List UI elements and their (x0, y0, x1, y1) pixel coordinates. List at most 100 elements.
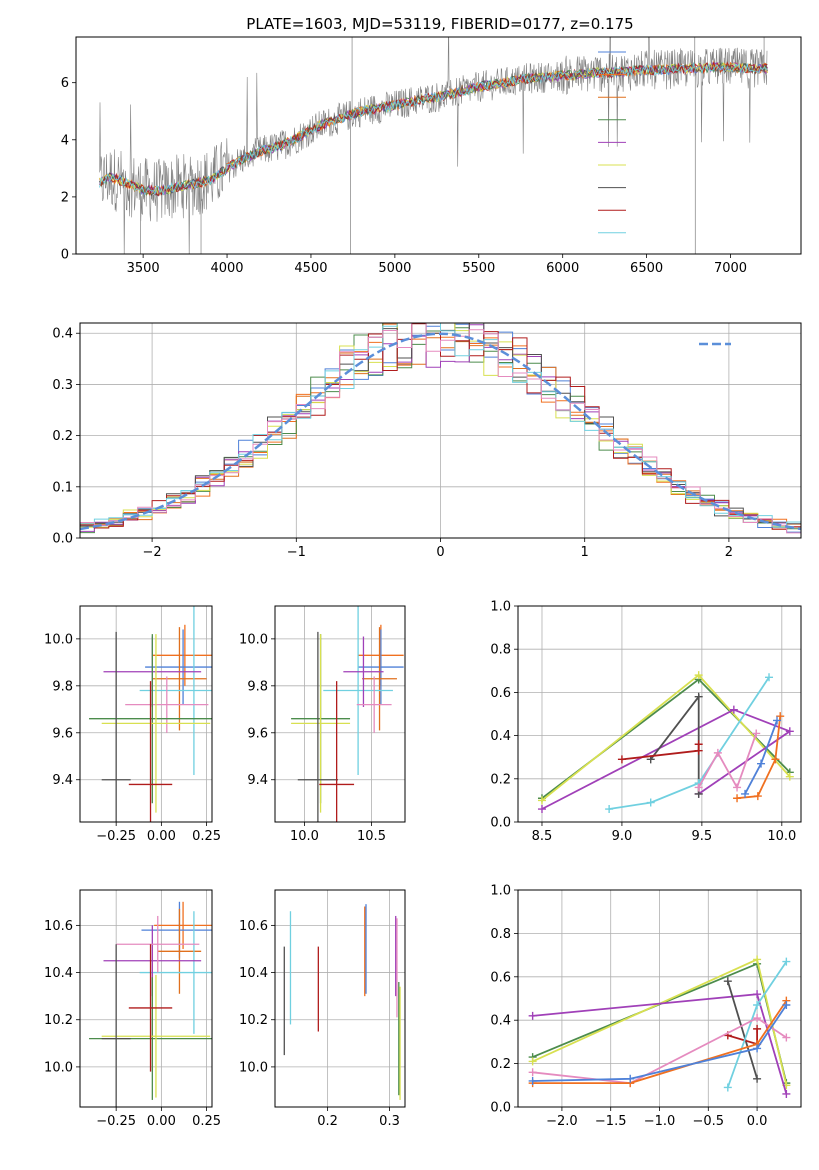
y-tick-label: 0.8 (490, 643, 511, 658)
y-tick-label: 1.0 (490, 600, 511, 615)
x-tick-label: −1.0 (644, 1114, 676, 1129)
weight-marker (528, 1057, 537, 1066)
y-tick-label: 0.2 (490, 772, 511, 787)
x-tick-label: 8.5 (532, 829, 553, 844)
observed-spectrum (99, 37, 768, 254)
y-tick-label: 4 (61, 133, 69, 148)
y-tick-label: 9.4 (247, 773, 268, 788)
x-tick-label: 5000 (378, 261, 411, 276)
x-tick-label: 0 (436, 545, 444, 560)
y-tick-label: 10.0 (239, 1060, 268, 1075)
weight-marker (605, 805, 614, 814)
axes-frame (79, 605, 213, 823)
y-tick-label: 0.2 (490, 1057, 511, 1072)
y-tick-label: 9.4 (52, 773, 73, 788)
weight-marker (757, 759, 766, 768)
x-tick-label: 0.25 (192, 829, 221, 844)
weight-marker (765, 673, 774, 682)
weight-marker (729, 705, 738, 714)
weight-marker (785, 727, 794, 736)
y-tick-label: 9.6 (247, 726, 268, 741)
weight-marker (723, 1083, 732, 1092)
y-tick-label: 9.8 (247, 679, 268, 694)
age_vs_Z-axes: −0.25 0.00 0.25 9.4 9.6 9.8 10.0 (44, 605, 221, 844)
mass_vs_Z-plot-area (89, 901, 212, 1107)
y-tick-label: 10.0 (44, 632, 73, 647)
weight-marker (753, 1014, 762, 1023)
weight-marker (617, 755, 626, 764)
weight-marker (528, 1076, 537, 1085)
weight-marker (752, 729, 761, 738)
spectrum-axes: 3500 4000 4500 5000 5500 6000 6500 7000 0 2 4 6 (61, 36, 802, 276)
x-tick-label: 0.2 (317, 1114, 338, 1129)
mass_vs_EBV-axes: 0.2 0.3 10.0 10.2 10.4 10.6 (239, 889, 406, 1129)
x-tick-label: 10.0 (290, 829, 319, 844)
weight-marker (626, 1074, 635, 1083)
y-tick-label: 10.6 (239, 919, 268, 934)
plot-layer: 3500 4000 4500 5000 5500 6000 6500 7000 0 2 4 6 −2 −1… (44, 36, 802, 1129)
weight-line (532, 1004, 788, 1082)
weight-line (541, 708, 792, 810)
residuals-plot-area (80, 323, 801, 534)
x-tick-label: −2.0 (546, 1114, 578, 1129)
y-tick-label: 0.4 (52, 327, 73, 342)
weight_vs_Z-axes: −2.0 −1.5 −1.0 −0.5 0.0 0.0 0.2 0.4 0.6 0.8 1.0 (490, 884, 802, 1129)
x-tick-label: 2 (725, 545, 733, 560)
residuals-axes: −2 −1 0 1 2 0.0 0.1 0.2 0.3 0.4 (52, 322, 802, 560)
weight_vs_age-plot-area (537, 671, 794, 814)
weight-marker (753, 990, 762, 999)
spectrum-legend (598, 51, 626, 234)
y-tick-label: 0.0 (52, 532, 73, 547)
weight-marker (694, 740, 703, 749)
x-tick-label: 10.0 (767, 829, 796, 844)
weight_vs_age-axes: 8.5 9.0 9.5 10.0 0.0 0.2 0.4 0.6 0.8 1.0 (490, 600, 802, 844)
x-tick-label: −0.25 (96, 829, 136, 844)
x-tick-label: −1.5 (595, 1114, 627, 1129)
weight-marker (694, 671, 703, 680)
y-tick-label: 0.1 (52, 480, 73, 495)
mass_vs_Z-axes: −0.25 0.00 0.25 10.0 10.2 10.4 10.6 (44, 889, 221, 1129)
y-tick-label: 9.6 (52, 726, 73, 741)
weight-marker (753, 955, 762, 964)
mass_vs_EBV-plot-area (283, 904, 401, 1100)
weight-line (541, 673, 791, 802)
y-tick-label: 0.4 (490, 1014, 511, 1029)
x-tick-label: 7000 (714, 261, 747, 276)
y-tick-label: 0.6 (490, 686, 511, 701)
weight-line (736, 716, 782, 800)
axes-frame (79, 889, 213, 1108)
weight-line (697, 733, 758, 790)
x-tick-label: 6000 (546, 261, 579, 276)
age_vs_mass-axes: 10.0 10.5 9.4 9.6 9.8 10.0 (239, 605, 406, 844)
weight-marker (537, 796, 546, 805)
age_vs_Z-plot-area (89, 606, 212, 822)
weight-marker (776, 712, 785, 721)
model-spectrum (99, 61, 768, 196)
weight-line (608, 676, 770, 810)
x-tick-label: −1 (287, 545, 306, 560)
x-tick-label: −2 (143, 545, 162, 560)
weight-marker (723, 977, 732, 986)
model-spectrum (99, 61, 768, 197)
weight-marker (528, 1068, 537, 1077)
y-tick-label: 10.2 (239, 1013, 268, 1028)
y-tick-label: 9.8 (52, 679, 73, 694)
weight-marker (753, 1024, 762, 1033)
y-tick-label: 1.0 (490, 884, 511, 899)
spectrum-plot-area (99, 37, 768, 254)
y-tick-label: 0.0 (490, 816, 511, 831)
y-tick-label: 0.0 (490, 1101, 511, 1116)
weight-marker (753, 1074, 762, 1083)
x-tick-label: 0.00 (147, 1114, 176, 1129)
weight-marker (782, 957, 791, 966)
weight-marker (733, 794, 742, 803)
figure-title: PLATE=1603, MJD=53119, FIBERID=0177, z=0… (246, 15, 633, 33)
axes-frame (274, 605, 406, 823)
x-tick-label: 0.00 (147, 829, 176, 844)
weight-marker (782, 1033, 791, 1042)
x-tick-label: 9.0 (612, 829, 633, 844)
weight-marker (785, 772, 794, 781)
y-tick-label: 0.4 (490, 729, 511, 744)
weight-marker (753, 1044, 762, 1053)
